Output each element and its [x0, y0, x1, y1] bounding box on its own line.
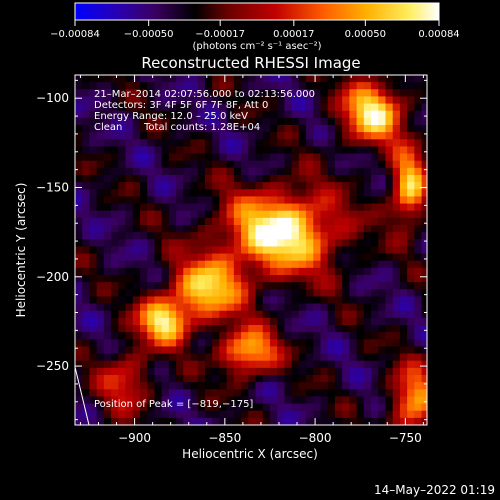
- x-tick-label: −850: [208, 431, 241, 445]
- y-axis-label: Heliocentric Y (arcsec): [14, 183, 28, 318]
- chart-title: Reconstructed RHESSI Image: [141, 54, 360, 72]
- heatmap-image: [75, 75, 427, 425]
- colorbar-tick-label: 0.00084: [418, 29, 459, 40]
- x-tick-label: −800: [299, 431, 332, 445]
- colorbar-unit-label: (photons cm⁻² s⁻¹ asec⁻²): [192, 41, 321, 52]
- annotation-total-counts: Total counts: 1.28E+04: [143, 122, 260, 133]
- annotation-peak-position: Position of Peak = [−819,−175]: [94, 399, 253, 410]
- plot-frame: [74, 74, 428, 426]
- colorbar-ticks: −0.00084 −0.00050 −0.00017 0.00017 0.00050 0.…: [50, 20, 460, 40]
- colorbar-tick-label: 0.00017: [273, 29, 314, 40]
- colorbar-tick-label: −0.00050: [124, 29, 174, 40]
- colorbar-tick-label: 0.00050: [345, 29, 386, 40]
- y-tick-label: −200: [36, 270, 69, 284]
- y-tick-label: −100: [36, 91, 69, 105]
- colorbar-tick-label: −0.00017: [195, 29, 245, 40]
- annotation-energy-range: Energy Range: 12.0 – 25.0 keV: [94, 111, 248, 122]
- x-axis-label: Heliocentric X (arcsec): [182, 447, 318, 461]
- y-tick-label: −150: [36, 181, 69, 195]
- x-tick-label: −750: [389, 431, 422, 445]
- colorbar: [74, 2, 440, 21]
- x-axis-ticks: −900 −850 −800 −750: [79, 75, 424, 445]
- annotation-time-range: 21–Mar–2014 02:07:56.000 to 02:13:56.000: [94, 89, 315, 100]
- colorbar-tick-label: −0.00084: [50, 29, 100, 40]
- y-tick-label: −250: [36, 359, 69, 373]
- date-stamp: 14–May–2022 01:19: [374, 483, 495, 497]
- annotation-detectors: Detectors: 3F 4F 5F 6F 7F 8F, Att 0: [94, 100, 268, 111]
- annotation-clean: Clean: [94, 122, 122, 133]
- x-tick-label: −900: [118, 431, 151, 445]
- y-axis-ticks: −100 −150 −200 −250: [36, 79, 427, 421]
- limb-line: [74, 366, 90, 426]
